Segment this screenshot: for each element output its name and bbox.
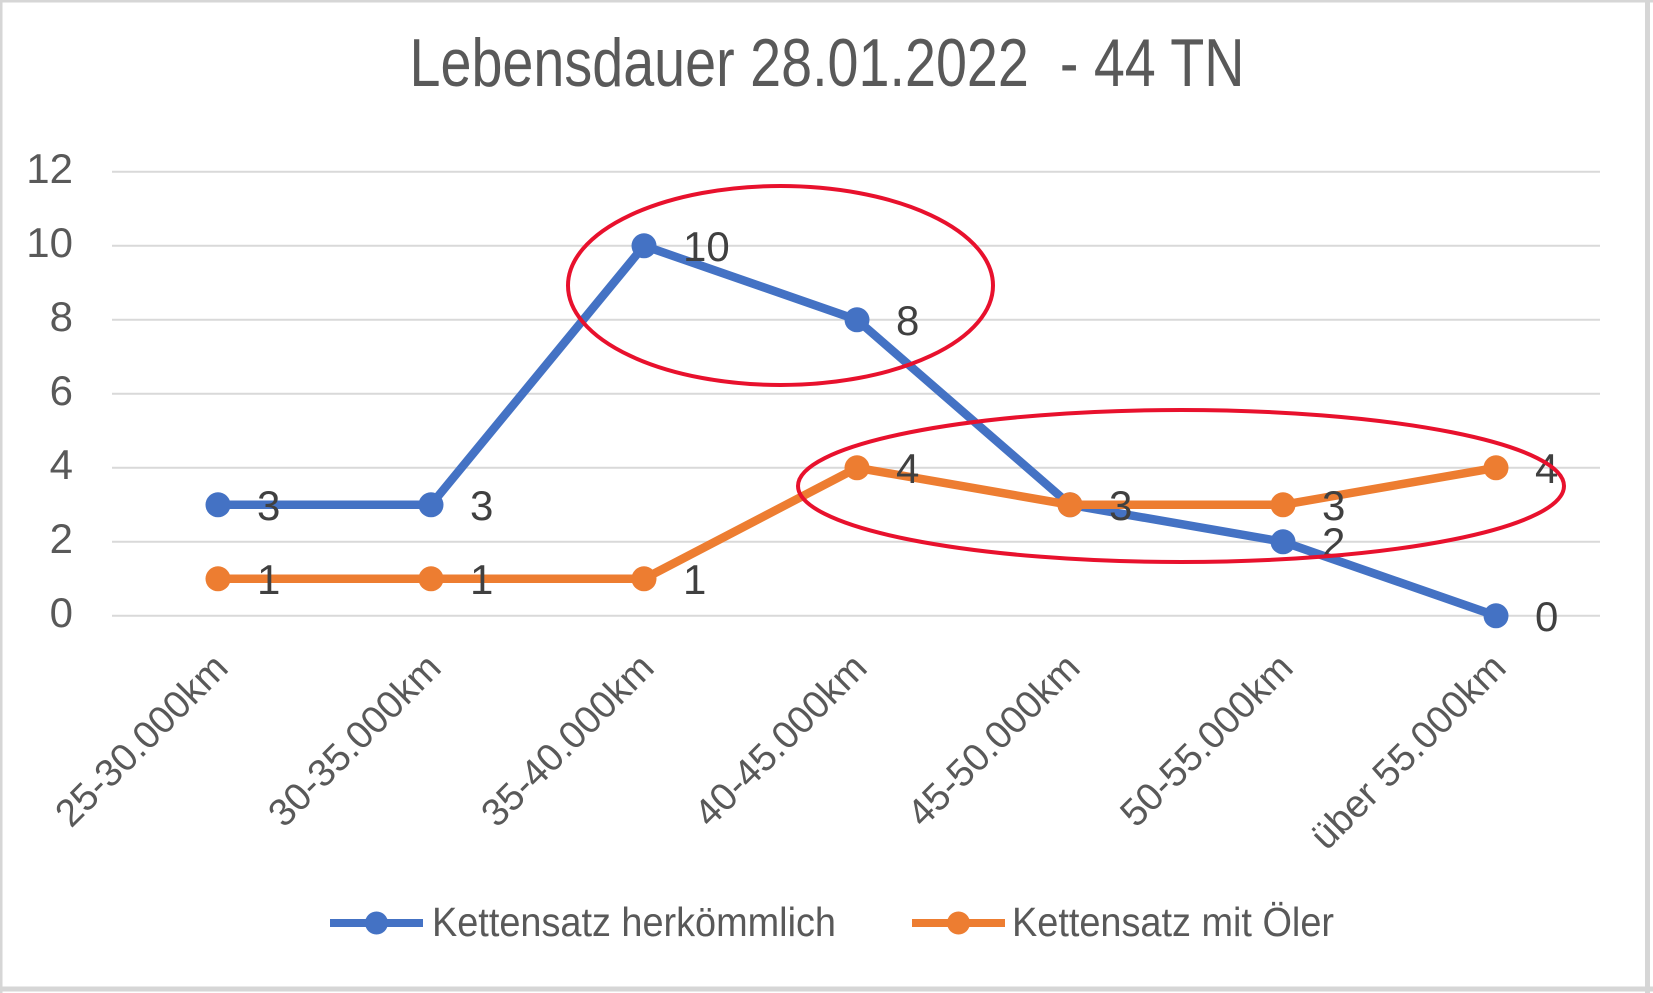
- svg-text:2: 2: [50, 515, 73, 562]
- svg-text:8: 8: [50, 293, 73, 340]
- svg-text:3: 3: [470, 482, 493, 529]
- svg-text:10: 10: [683, 223, 730, 270]
- svg-text:12: 12: [26, 145, 73, 192]
- svg-text:0: 0: [50, 589, 73, 636]
- svg-text:3: 3: [1109, 482, 1132, 529]
- svg-text:4: 4: [50, 441, 73, 488]
- svg-text:1: 1: [470, 556, 493, 603]
- svg-text:3: 3: [1322, 482, 1345, 529]
- svg-text:0: 0: [1535, 593, 1558, 640]
- svg-text:8: 8: [896, 297, 919, 344]
- svg-text:10: 10: [26, 219, 73, 266]
- svg-text:4: 4: [896, 445, 919, 492]
- svg-text:1: 1: [683, 556, 706, 603]
- svg-text:Kettensatz herkömmlich: Kettensatz herkömmlich: [432, 899, 836, 945]
- svg-text:1: 1: [257, 556, 280, 603]
- svg-text:Kettensatz mit Öler: Kettensatz mit Öler: [1012, 899, 1334, 945]
- svg-text:3: 3: [257, 482, 280, 529]
- svg-text:6: 6: [50, 367, 73, 414]
- svg-text:Lebensdauer 28.01.2022 - 44 T: Lebensdauer 28.01.2022 - 44 TN: [410, 25, 1245, 101]
- svg-text:4: 4: [1535, 445, 1558, 492]
